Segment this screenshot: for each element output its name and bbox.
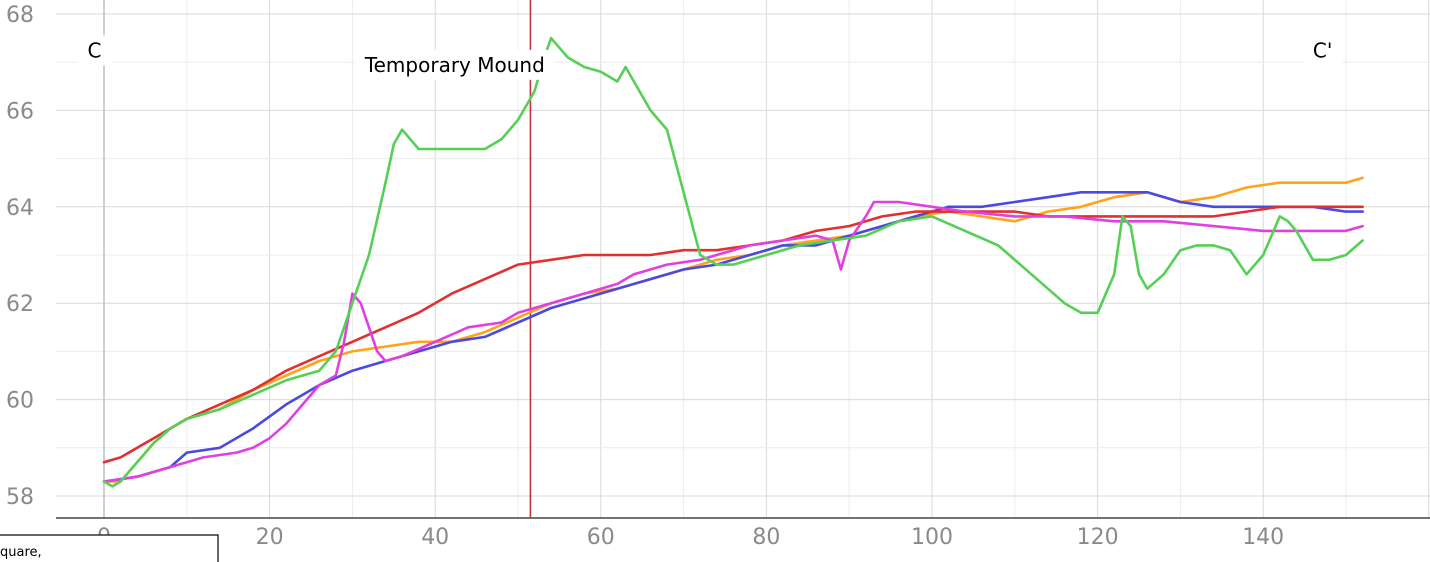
y-tick-label: 58	[6, 485, 34, 510]
x-tick-label: 100	[911, 525, 953, 550]
annotations: C C' Temporary Mound	[77, 35, 1343, 80]
x-tick-label: 60	[587, 525, 615, 550]
x-tick-label: 40	[421, 525, 449, 550]
x-tick-label: 120	[1077, 525, 1119, 550]
c-label: C	[87, 38, 101, 62]
series-line-2	[102, 191, 1364, 483]
c-label-background	[77, 35, 112, 66]
y-tick-label: 68	[6, 3, 34, 28]
partial-legend-box-text: quare,	[0, 545, 42, 560]
grid-lines	[56, 0, 1430, 518]
tick-labels: 020406080100120140586062646668	[6, 3, 1284, 550]
partial-legend-box-frame	[0, 534, 219, 562]
c-prime-label-background	[1302, 35, 1343, 66]
y-tick-label: 62	[6, 292, 34, 317]
y-tick-label: 64	[6, 196, 34, 221]
x-tick-label: 20	[256, 525, 284, 550]
y-tick-label: 66	[6, 99, 34, 124]
series-line-4	[102, 200, 1364, 483]
x-tick-label: 80	[752, 525, 780, 550]
x-tick-label: 140	[1242, 525, 1284, 550]
c-prime-label: C'	[1313, 38, 1332, 62]
temporary-mound-label: Temporary Mound	[364, 53, 545, 77]
axes	[56, 0, 1430, 519]
series-group	[102, 36, 1364, 488]
series-line-3	[102, 205, 1364, 464]
temporary-mound-label-background	[354, 49, 555, 80]
series-line-5	[102, 36, 1364, 488]
partial-legend-box: quare,	[0, 534, 219, 562]
y-tick-label: 60	[6, 389, 34, 414]
